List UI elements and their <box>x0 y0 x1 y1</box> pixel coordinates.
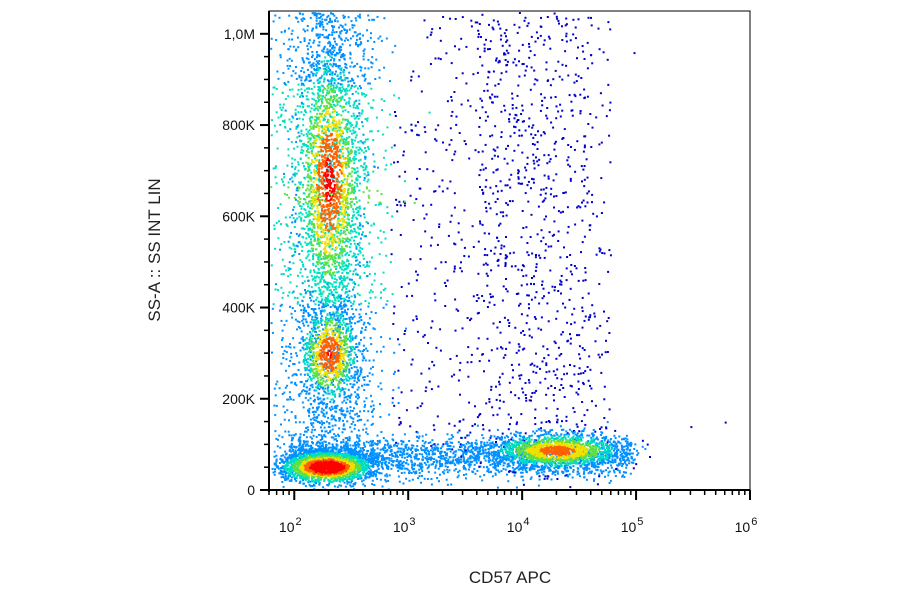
x-tick-label: 105 <box>621 516 644 535</box>
y-tick-label: 200K <box>222 391 255 407</box>
x-axis-title: CD57 APC <box>469 568 551 587</box>
x-tick-label: 103 <box>393 516 416 535</box>
y-tick-label: 0 <box>247 482 255 498</box>
y-tick-label: 400K <box>222 300 255 316</box>
y-axis: 0 200K 400K 600K 800K 1,0M <box>222 11 270 498</box>
y-tick-label: 600K <box>222 208 255 224</box>
y-tick-label: 1,0M <box>224 26 255 42</box>
x-tick-label: 102 <box>279 516 302 535</box>
y-tick-label: 800K <box>222 117 255 133</box>
x-axis: 102 103 104 105 106 <box>268 489 758 535</box>
y-axis-title: SS-A :: SS INT LIN <box>145 178 164 321</box>
x-tick-label: 106 <box>735 516 758 535</box>
x-tick-label: 104 <box>507 516 530 535</box>
event-dots <box>270 12 727 491</box>
